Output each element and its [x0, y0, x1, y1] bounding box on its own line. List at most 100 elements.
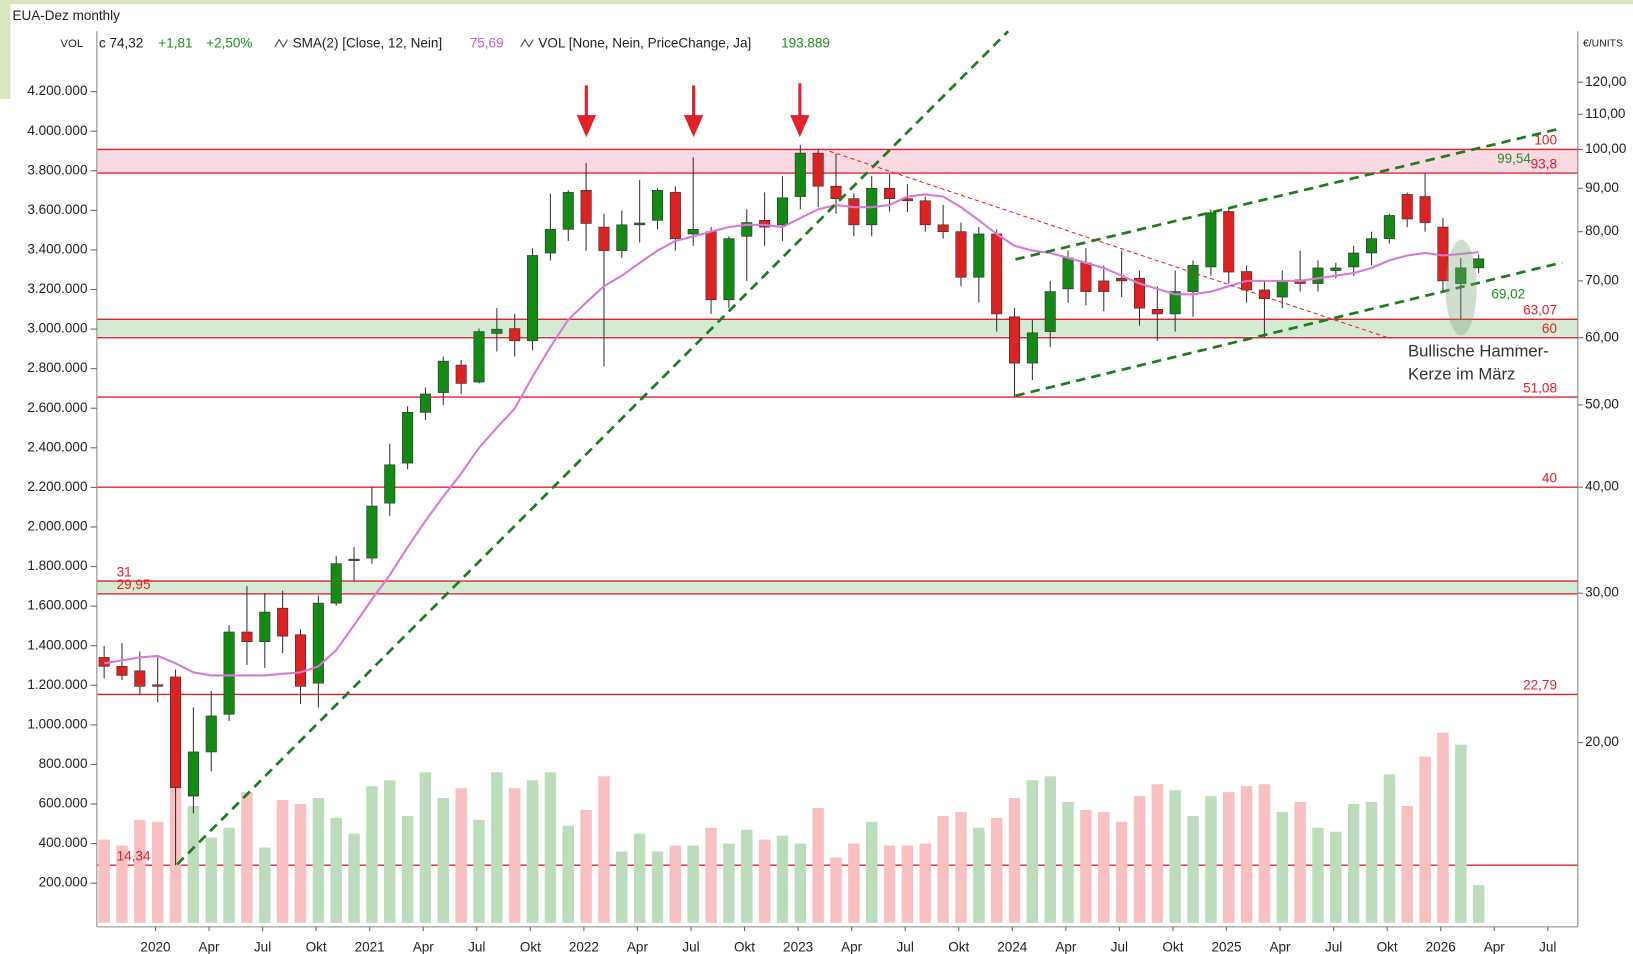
candle-body — [384, 464, 396, 504]
candle-body — [1098, 280, 1110, 292]
candle-body — [1366, 238, 1378, 254]
candle-body — [455, 364, 467, 384]
candle-body — [741, 222, 753, 237]
frame-top — [0, 0, 1633, 5]
candle-body — [794, 152, 806, 197]
volume-bar — [776, 835, 789, 923]
x-tick-label: Okt — [1162, 939, 1183, 954]
arrow-head — [576, 115, 597, 138]
volume-bar — [259, 847, 271, 923]
volume-bar — [526, 780, 539, 923]
y2-tick-label: 1.000.000 — [27, 716, 87, 731]
y-tick-label: 50,00 — [1585, 396, 1619, 411]
volume-bar — [205, 837, 217, 923]
y-tick-label: 110,00 — [1585, 106, 1625, 121]
indicator-icon — [274, 38, 288, 48]
volume-bar — [1258, 784, 1271, 923]
volume-bar — [1115, 821, 1128, 923]
y-tick-label: 20,00 — [1585, 734, 1619, 749]
volume-bar — [562, 825, 574, 923]
volume-bar — [1240, 786, 1253, 923]
x-tick-label: 2025 — [1211, 939, 1241, 954]
candle-body — [170, 676, 182, 788]
volume-bar — [116, 845, 128, 923]
volume-bar — [580, 809, 592, 923]
y2-tick-label: 2.600.000 — [27, 400, 87, 415]
x-tick-label: Okt — [1377, 939, 1398, 954]
x-tick-label: 2023 — [783, 939, 813, 954]
candle-body — [1133, 277, 1145, 309]
y-tick-label: 80,00 — [1585, 223, 1619, 238]
x-tick-label: Apr — [841, 939, 863, 954]
frame-left — [0, 0, 11, 99]
volume-bar — [1330, 831, 1342, 923]
volume-indicator: VOL [None, Nein, PriceChange, Ja] — [538, 35, 751, 50]
candle-body — [1151, 309, 1163, 315]
candle-body — [1455, 267, 1467, 284]
volume-bar — [508, 788, 521, 923]
candle-body — [205, 715, 217, 753]
y2-tick-label: 4.000.000 — [27, 123, 87, 138]
volume-bar — [491, 772, 503, 923]
support-zone — [96, 581, 1578, 593]
y2-tick-label: 4.200.000 — [27, 83, 87, 98]
volume-bar — [1205, 796, 1217, 923]
volume-bar — [330, 817, 342, 923]
candle-body — [1062, 257, 1074, 290]
level-label: 14,34 — [117, 848, 151, 863]
y2-tick-label: 600.000 — [39, 796, 88, 811]
x-tick-label: Apr — [627, 939, 649, 954]
y-tick-label: 90,00 — [1585, 180, 1619, 195]
x-tick-label: 2026 — [1426, 939, 1456, 954]
y2-tick-label: 1.600.000 — [27, 598, 87, 613]
candle-body — [955, 231, 967, 278]
candle-body — [1383, 215, 1395, 239]
candle-body — [616, 224, 628, 251]
candle-body — [812, 152, 824, 187]
volume-bar — [276, 800, 289, 923]
volume-bar — [758, 839, 771, 923]
candle-body — [1276, 280, 1288, 298]
x-tick-label: Okt — [948, 939, 969, 954]
volume-bar — [419, 772, 432, 923]
y2-tick-label: 3.200.000 — [27, 281, 87, 296]
candle-body — [1187, 265, 1199, 292]
y2-tick-label: 1.400.000 — [27, 637, 87, 652]
candle-body — [152, 684, 164, 687]
change: +1,81 — [158, 35, 192, 50]
indicator-icon — [520, 38, 534, 48]
y2-tick-label: 3.600.000 — [27, 202, 87, 217]
trend-line — [176, 30, 1010, 866]
candle-body — [884, 187, 896, 199]
volume-bar — [294, 804, 307, 923]
volume-bar — [1419, 756, 1431, 923]
support-zone — [96, 318, 1578, 337]
plot-over: 20,00 30,00 40,00 50,00 60,00 70,00 80,00 90,00… — [27, 74, 1626, 954]
candle-body — [223, 631, 235, 715]
candle-body — [562, 192, 574, 230]
volume-bar — [937, 815, 949, 923]
volume-bar — [437, 798, 450, 923]
y2-tick-label: 3.000.000 — [27, 321, 87, 336]
volume-bar — [241, 792, 253, 923]
x-tick-label: Jul — [897, 939, 914, 954]
candle-body — [937, 224, 949, 232]
volume-bar — [865, 821, 878, 923]
candle-body — [1348, 252, 1360, 268]
volume-bar — [366, 786, 378, 923]
volume-bar — [1455, 744, 1467, 923]
volume-bar — [1312, 827, 1324, 923]
volume-bar — [919, 843, 931, 923]
x-tick-label: Jul — [1325, 939, 1342, 954]
candle-body — [1419, 196, 1431, 223]
volume-bar — [1276, 811, 1289, 923]
candle-body — [330, 563, 342, 604]
sma-line — [103, 193, 1479, 677]
volume-bar — [312, 798, 325, 923]
candle-body — [187, 751, 199, 797]
volume-bar — [741, 829, 753, 923]
volume-bar — [1347, 804, 1360, 923]
y2-tick-label: 1.200.000 — [27, 677, 87, 692]
